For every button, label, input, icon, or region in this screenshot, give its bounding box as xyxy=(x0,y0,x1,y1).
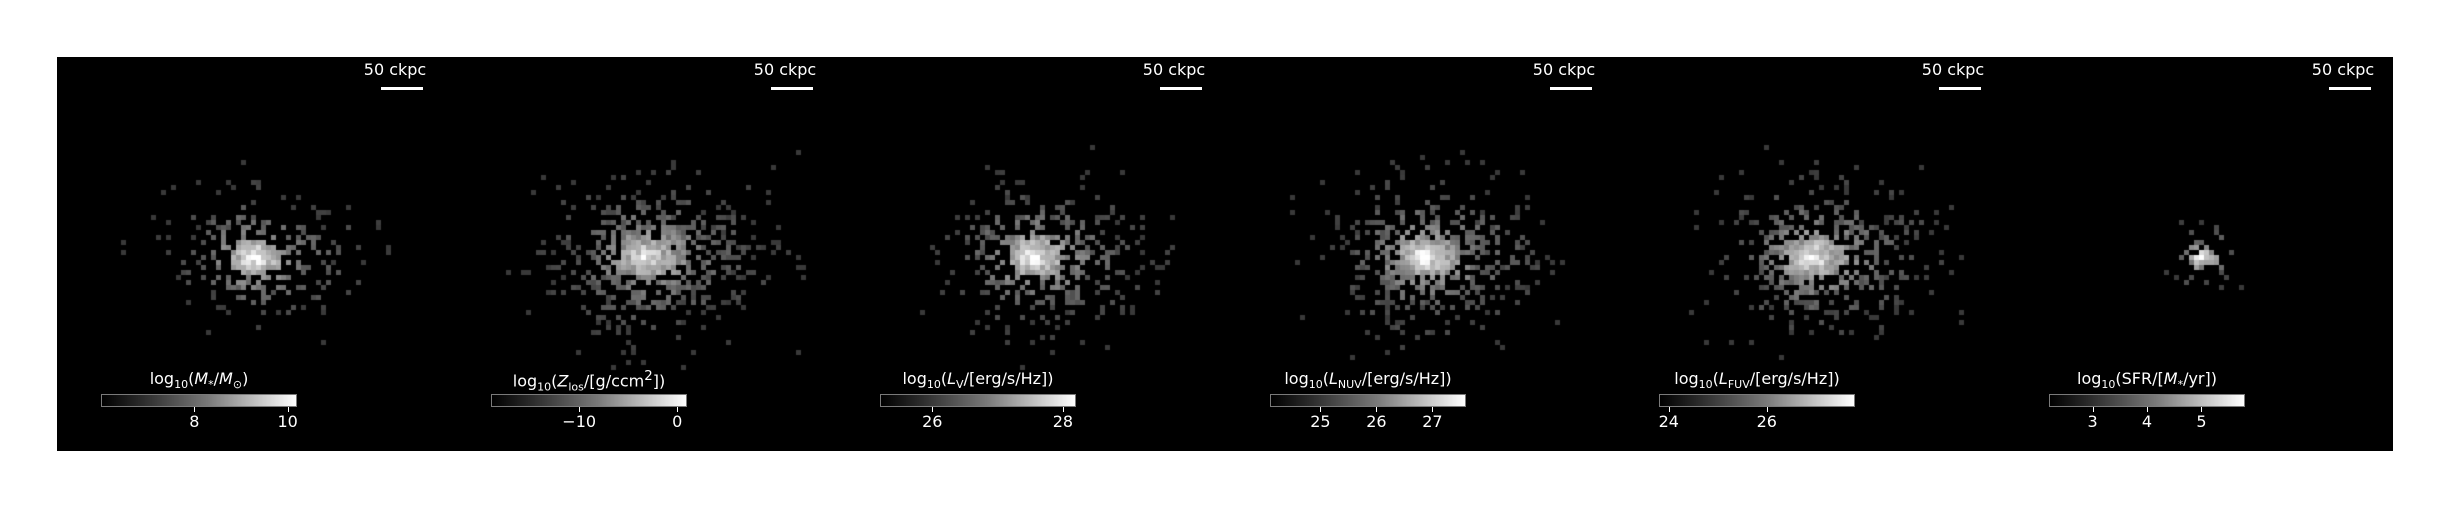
colorbar-tick-label: 26 xyxy=(922,412,943,431)
colorbar-tick-label: 5 xyxy=(2196,412,2207,431)
colorbar xyxy=(1270,394,1466,407)
colorbar-tick xyxy=(194,407,196,412)
colorbar-title: log10(LV/[erg/s/Hz]) xyxy=(902,369,1054,392)
colorbar-tick xyxy=(2201,407,2203,412)
map-panel: 50 ckpc log10(Zlos/[g/ccm2]) −10 0 xyxy=(447,57,835,451)
colorbar-tick xyxy=(1432,407,1434,412)
colorbar-tick-label: 0 xyxy=(672,412,683,431)
colorbar-tick xyxy=(2147,407,2148,412)
colorbar-title: log10(SFR/[M*/yr]) xyxy=(2077,369,2217,392)
image-strip: 50 ckpc log10(M*/M⊙) 8 10 50 ckpc log10(Zlos/… xyxy=(57,57,2393,451)
colorbar-tick xyxy=(1766,407,1768,412)
colorbar-title: log10(M*/M⊙) xyxy=(149,369,249,392)
galaxy-pixel-map xyxy=(2005,57,2393,451)
map-panel: 50 ckpc log10(LFUV/[erg/s/Hz]) 24 26 xyxy=(1615,57,2003,451)
colorbar-tick xyxy=(677,407,679,412)
colorbar xyxy=(880,394,1076,407)
colorbar-tick-label: 10 xyxy=(277,412,298,431)
colorbar-tick-label: 24 xyxy=(1658,412,1679,431)
colorbar-tick-label: 26 xyxy=(1756,412,1777,431)
galaxy-pixel-map xyxy=(57,57,445,451)
map-panel: 50 ckpc log10(LNUV/[erg/s/Hz]) 25 26 27 xyxy=(1226,57,1614,451)
colorbar xyxy=(1659,394,1855,407)
scale-bar-label: 50 ckpc xyxy=(1532,60,1596,79)
colorbar xyxy=(101,394,297,407)
scale-bar-label: 50 ckpc xyxy=(1142,60,1206,79)
colorbar-title: log10(LNUV/[erg/s/Hz]) xyxy=(1284,369,1452,392)
scale-bar xyxy=(771,87,813,90)
colorbar-tick-label: −10 xyxy=(562,412,597,431)
colorbar-tick xyxy=(932,407,934,412)
galaxy-pixel-map xyxy=(1615,57,2003,451)
colorbar-tick-label: 8 xyxy=(189,412,200,431)
scale-bar-label: 50 ckpc xyxy=(753,60,817,79)
colorbar-tick xyxy=(287,407,289,412)
colorbar xyxy=(2049,394,2245,407)
colorbar-title: log10(Zlos/[g/ccm2]) xyxy=(512,369,666,394)
colorbar-tick-label: 26 xyxy=(1366,412,1387,431)
galaxy-pixel-map xyxy=(836,57,1224,451)
colorbar xyxy=(491,394,687,407)
map-panel: 50 ckpc log10(M*/M⊙) 8 10 xyxy=(57,57,445,451)
colorbar-tick-label: 3 xyxy=(2087,412,2098,431)
scale-bar xyxy=(1160,87,1202,90)
scale-bar-label: 50 ckpc xyxy=(2311,60,2375,79)
scale-bar xyxy=(381,87,423,90)
colorbar-tick-label: 28 xyxy=(1052,412,1074,431)
colorbar-title: log10(LFUV/[erg/s/Hz]) xyxy=(1674,369,1840,392)
map-panel: 50 ckpc log10(LV/[erg/s/Hz]) 26 28 xyxy=(836,57,1224,451)
colorbar-tick xyxy=(1668,407,1670,412)
scale-bar xyxy=(1939,87,1981,90)
galaxy-pixel-map xyxy=(1226,57,1614,451)
scale-bar xyxy=(1550,87,1592,90)
colorbar-tick-label: 25 xyxy=(1310,412,1331,431)
galaxy-pixel-map xyxy=(447,57,835,451)
colorbar-tick xyxy=(1320,407,1322,412)
map-panel: 50 ckpc log10(SFR/[M*/yr]) 3 4 5 xyxy=(2005,57,2393,451)
scale-bar xyxy=(2329,87,2371,90)
colorbar-tick xyxy=(1062,407,1064,412)
colorbar-tick-label: 4 xyxy=(2141,412,2153,431)
scale-bar-label: 50 ckpc xyxy=(1921,60,1985,79)
colorbar-tick xyxy=(579,407,581,412)
colorbar-tick xyxy=(2092,407,2094,412)
scale-bar-label: 50 ckpc xyxy=(363,60,427,79)
colorbar-tick xyxy=(1376,407,1378,412)
colorbar-tick-label: 27 xyxy=(1422,412,1443,431)
